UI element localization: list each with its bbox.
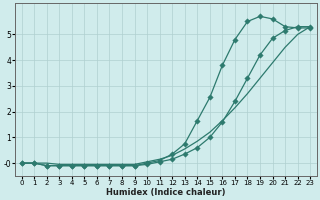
- X-axis label: Humidex (Indice chaleur): Humidex (Indice chaleur): [106, 188, 226, 197]
